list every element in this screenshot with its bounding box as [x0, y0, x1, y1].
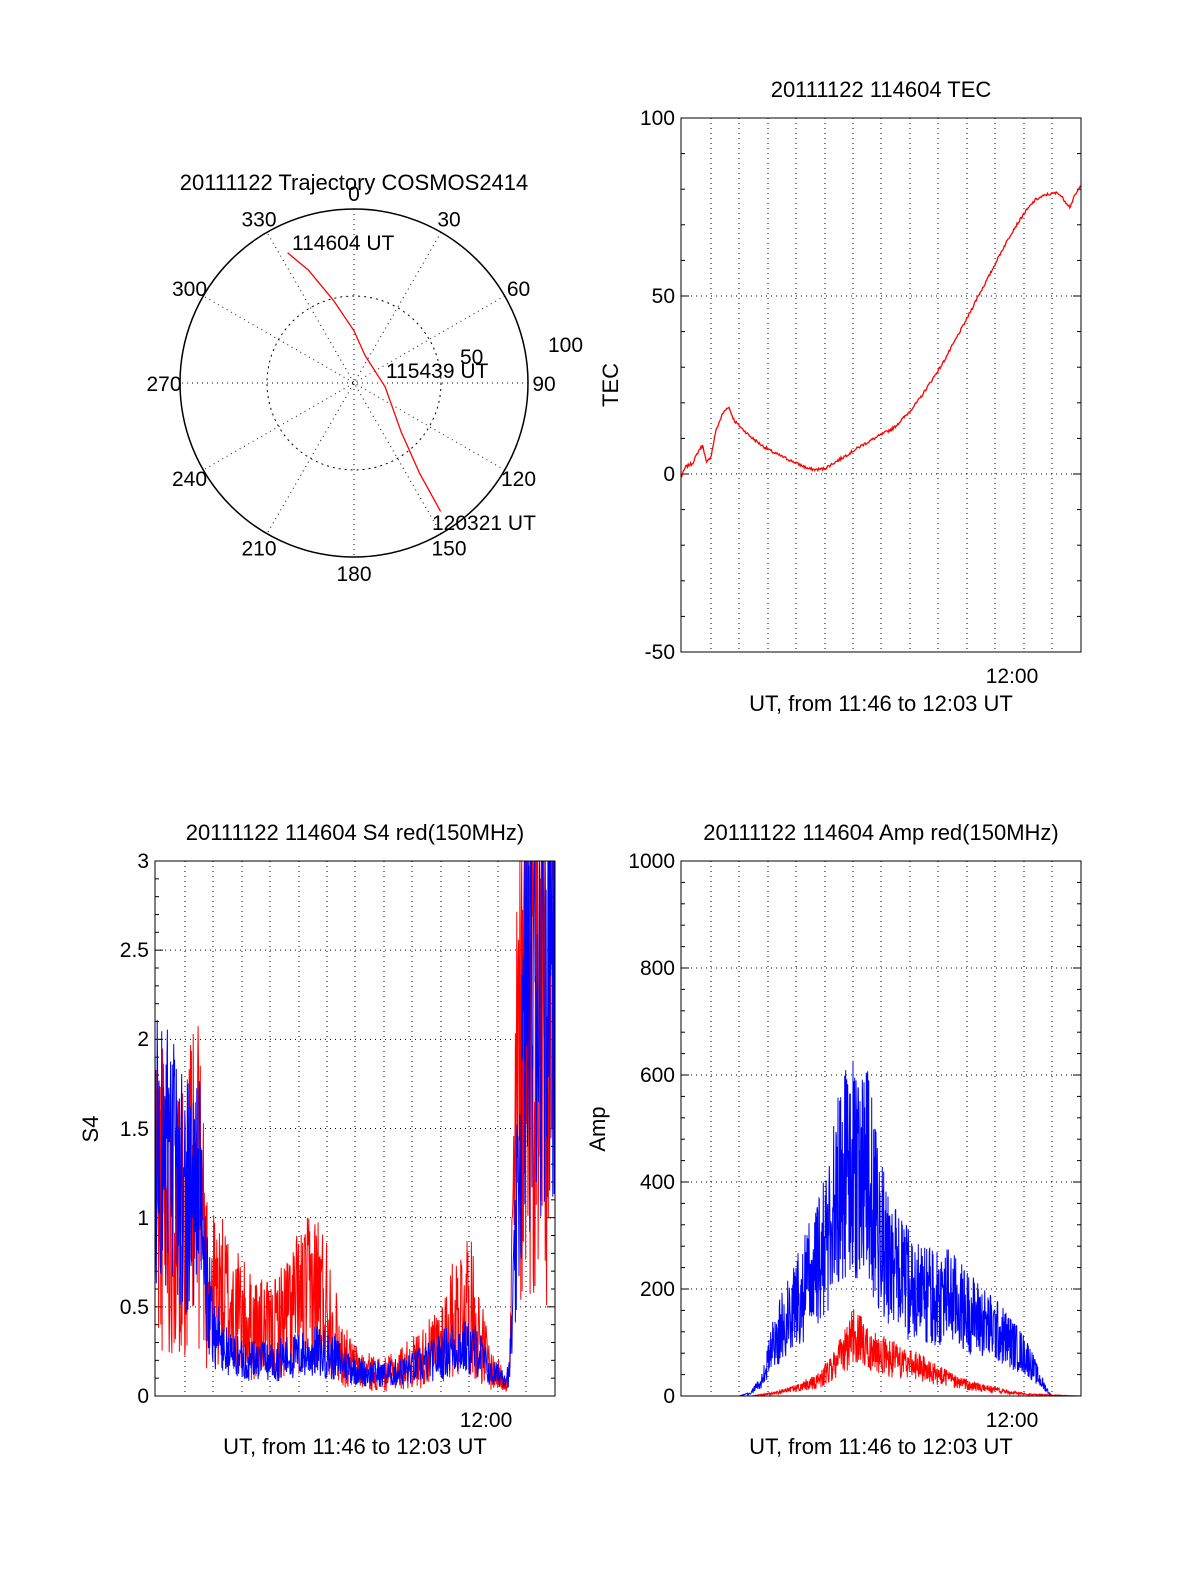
polar-spoke — [266, 232, 442, 534]
polar-angle-label: 330 — [241, 209, 276, 232]
s4-ytick-label: 0 — [137, 1385, 149, 1408]
s4-ytick-label: 2.5 — [120, 939, 149, 962]
polar-angle-label: 240 — [172, 468, 207, 491]
amp-grid — [681, 860, 1081, 1397]
polar-spoke — [266, 232, 442, 534]
polar-angle-label: 120 — [501, 468, 536, 491]
amp-ylabel: Amp — [585, 1106, 610, 1151]
polar-title: 20111122 Trajectory COSMOS2414 — [180, 170, 529, 195]
amp-title: 20111122 114604 Amp red(150MHz) — [703, 820, 1059, 845]
polar-panel: 20111122 Trajectory COSMOS2414 0 30 60 90 12… — [146, 170, 583, 586]
polar-angle-label: 60 — [507, 278, 530, 301]
s4-ylabel: S4 — [78, 1116, 103, 1143]
end-time-annotation: 120321 UT — [432, 512, 536, 535]
polar-angle-label: 150 — [431, 538, 466, 561]
tec-ytick-label: 0 — [663, 463, 675, 486]
amp-ytick-label: 600 — [640, 1064, 675, 1087]
amp-panel: 20111122 114604 Amp red(150MHz) 0 200 40… — [585, 820, 1082, 1459]
trajectory-line — [287, 252, 442, 512]
s4-panel: 20111122 114604 S4 red(150MHz) 0 0.5 1 1… — [78, 820, 556, 1459]
polar-angle-labels: 0 30 60 90 120 150 180 210 240 270 300 330 — [146, 183, 555, 586]
polar-angle-label: 30 — [437, 209, 460, 232]
tec-panel: 20111122 114604 TEC -50 0 50 100 12:00 U… — [598, 77, 1082, 716]
tec-ytick-label: -50 — [645, 641, 675, 664]
s4-ytick-label: 1.5 — [120, 1118, 149, 1141]
polar-angle-label: 210 — [241, 538, 276, 561]
polar-angle-label: 300 — [172, 278, 207, 301]
amp-ytick-label: 0 — [663, 1385, 675, 1408]
s4-ytick-label: 3 — [137, 850, 149, 873]
amp-y-tick-labels: 0 200 400 600 800 1000 — [628, 850, 675, 1408]
s4-ytick-label: 2 — [137, 1028, 149, 1051]
amp-blue-series-line — [681, 1060, 1081, 1397]
start-time-annotation: 114604 UT — [292, 232, 395, 255]
tec-grid — [681, 117, 1081, 653]
polar-radial-label-50: 50 — [460, 346, 483, 369]
tec-ytick-label: 100 — [640, 107, 675, 130]
s4-title: 20111122 114604 S4 red(150MHz) — [186, 820, 524, 845]
polar-angle-label: 270 — [146, 373, 181, 396]
polar-radial-label-100: 100 — [548, 334, 583, 357]
tec-title: 20111122 114604 TEC — [771, 77, 992, 102]
s4-blue-series-line — [154, 860, 556, 1388]
s4-xlabel: UT, from 11:46 to 12:03 UT — [223, 1434, 487, 1459]
s4-ytick-label: 0.5 — [120, 1296, 149, 1319]
amp-ytick-label: 200 — [640, 1278, 675, 1301]
amp-plot-frame — [680, 860, 1082, 1397]
s4-xtick-label: 12:00 — [460, 1409, 513, 1432]
tec-ylabel: TEC — [598, 363, 623, 407]
tec-ytick-label: 50 — [652, 285, 675, 308]
amp-ytick-label: 1000 — [628, 850, 675, 873]
tec-plot-frame — [680, 117, 1082, 653]
polar-inner-circle — [266, 295, 442, 471]
mid-time-annotation: 115439 UT — [386, 360, 489, 383]
tec-xlabel: UT, from 11:46 to 12:03 UT — [749, 691, 1013, 716]
tec-y-tick-labels: -50 0 50 100 — [640, 107, 675, 664]
polar-angle-label: 180 — [336, 563, 371, 586]
amp-ytick-label: 800 — [640, 957, 675, 980]
polar-angle-label: 0 — [348, 183, 360, 206]
s4-ytick-label: 1 — [137, 1207, 149, 1230]
amp-xtick-label: 12:00 — [986, 1409, 1039, 1432]
polar-angle-label: 90 — [532, 373, 555, 396]
polar-grid — [179, 208, 529, 558]
s4-y-tick-labels: 0 0.5 1 1.5 2 2.5 3 — [120, 850, 149, 1408]
amp-xlabel: UT, from 11:46 to 12:03 UT — [749, 1434, 1013, 1459]
amp-ytick-label: 400 — [640, 1171, 675, 1194]
tec-xtick-label: 12:00 — [986, 665, 1039, 688]
s4-plot-frame — [154, 860, 556, 1397]
tec-series-line — [680, 185, 1082, 478]
